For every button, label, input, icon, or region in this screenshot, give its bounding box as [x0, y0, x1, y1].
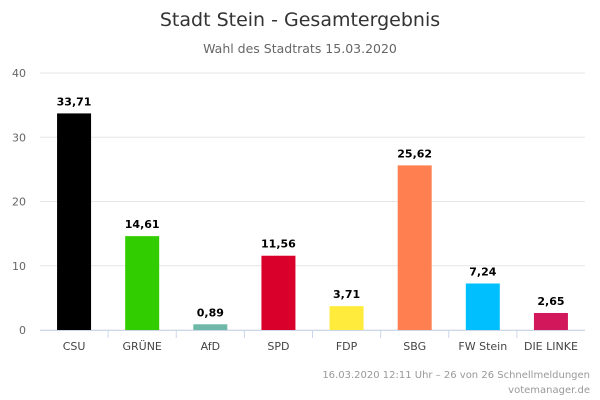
y-tick-label: 20: [12, 196, 26, 209]
bars: [57, 113, 568, 330]
bar-fdp[interactable]: [329, 306, 364, 330]
footer-source[interactable]: votemanager.de: [508, 385, 590, 396]
x-tick-label: FW Stein: [458, 340, 507, 353]
bar-value-label: 3,71: [333, 288, 360, 301]
bar-value-label: 7,24: [469, 265, 496, 278]
value-labels: 33,71 14,61 0,89 11,56 3,71 25,62 7,24 2,65: [57, 95, 565, 319]
y-tick-label: 40: [12, 67, 26, 80]
bar-value-label: 2,65: [537, 295, 564, 308]
chart-subtitle: Wahl des Stadtrats 15.03.2020: [203, 41, 397, 56]
bar-value-label: 33,71: [57, 95, 92, 108]
bar-grüne[interactable]: [125, 236, 160, 330]
y-tick-label: 0: [19, 324, 26, 337]
y-tick-label: 10: [12, 260, 26, 273]
gridlines: [40, 72, 585, 331]
x-tick-label: GRÜNE: [122, 340, 161, 353]
bar-csu[interactable]: [57, 113, 92, 330]
bar-value-label: 14,61: [125, 218, 160, 231]
x-tick-label: FDP: [336, 340, 358, 353]
bar-value-label: 11,56: [261, 238, 296, 251]
x-tick-label: AfD: [201, 340, 220, 353]
x-tick-label: SBG: [403, 340, 426, 353]
y-axis: 0 10 20 30 40: [12, 67, 26, 337]
bar-spd[interactable]: [261, 255, 296, 330]
x-tick-label: SPD: [267, 340, 289, 353]
chart-title: Stadt Stein - Gesamtergebnis: [160, 9, 440, 31]
x-tick-label: DIE LINKE: [524, 340, 578, 353]
x-axis: CSU GRÜNE AfD SPD FDP SBG FW Stein DIE LINKE: [40, 330, 585, 353]
bar-die-linke[interactable]: [533, 312, 568, 330]
y-tick-label: 30: [12, 131, 26, 144]
bar-afd[interactable]: [193, 324, 228, 330]
bar-value-label: 0,89: [197, 306, 224, 319]
bar-fw-stein[interactable]: [465, 283, 500, 330]
footer-timestamp: 16.03.2020 12:11 Uhr – 26 von 26 Schnell…: [322, 370, 590, 381]
bar-sbg[interactable]: [397, 165, 432, 330]
bar-value-label: 25,62: [397, 147, 432, 160]
x-tick-label: CSU: [63, 340, 86, 353]
